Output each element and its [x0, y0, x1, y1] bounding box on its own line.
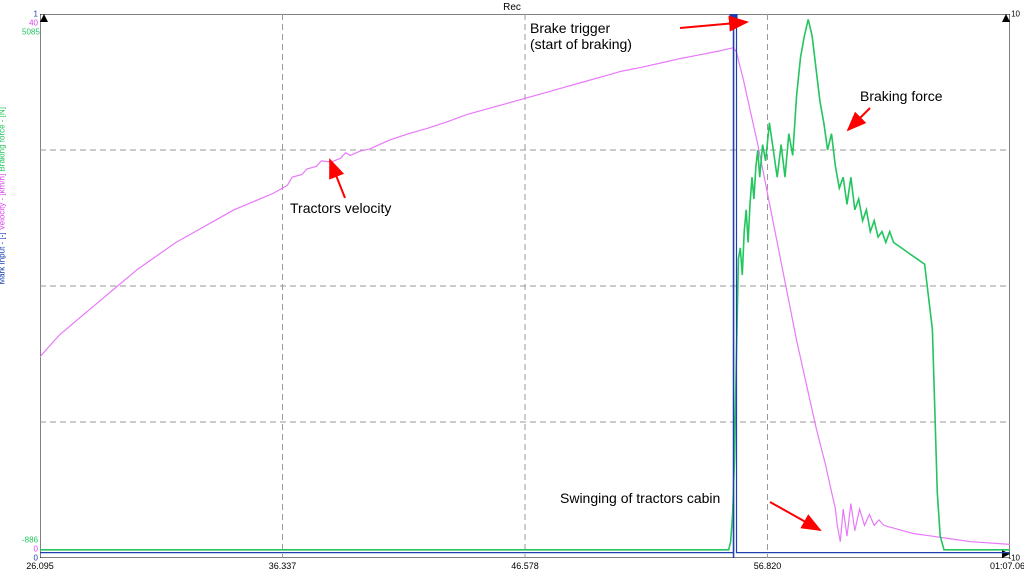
y-tick-left: 0 — [22, 545, 38, 554]
x-tick: 56.820 — [754, 561, 782, 571]
y-label-velocity: Velocity - [km/h] — [0, 174, 7, 230]
y-tick-right: -10 — [1008, 554, 1020, 563]
y-axis-label: Mark Input - [-] Velocity - [km/h] Braki… — [0, 107, 7, 284]
y-tick-left: 40 — [22, 19, 38, 28]
x-tick: 01:07.062 — [990, 561, 1024, 571]
x-tick: 26.095 — [26, 561, 54, 571]
y-tick-right: 10 — [1011, 10, 1020, 19]
annotation-braking-force: Braking force — [860, 88, 942, 104]
annotation-brake-trigger: Brake trigger(start of braking) — [530, 20, 632, 52]
y-tick-left: -886 — [22, 536, 38, 545]
y-tick-left: 1 — [22, 10, 38, 19]
y-label-force: Braking force - [N] — [0, 107, 7, 171]
y-label-mark: Mark Input - [-] — [0, 232, 7, 284]
x-tick: 46.578 — [511, 561, 539, 571]
annotation-swinging-cabin: Swinging of tractors cabin — [560, 490, 720, 506]
y-tick-left: 5085 — [22, 28, 38, 37]
chart-container: Rec Mark Input - [-] Velocity - [km/h] B… — [0, 0, 1024, 581]
rec-label: Rec — [503, 2, 521, 13]
annotation-tractors-velocity: Tractors velocity — [290, 200, 391, 216]
y-tick-left: 0 — [22, 554, 38, 563]
x-tick: 36.337 — [269, 561, 297, 571]
